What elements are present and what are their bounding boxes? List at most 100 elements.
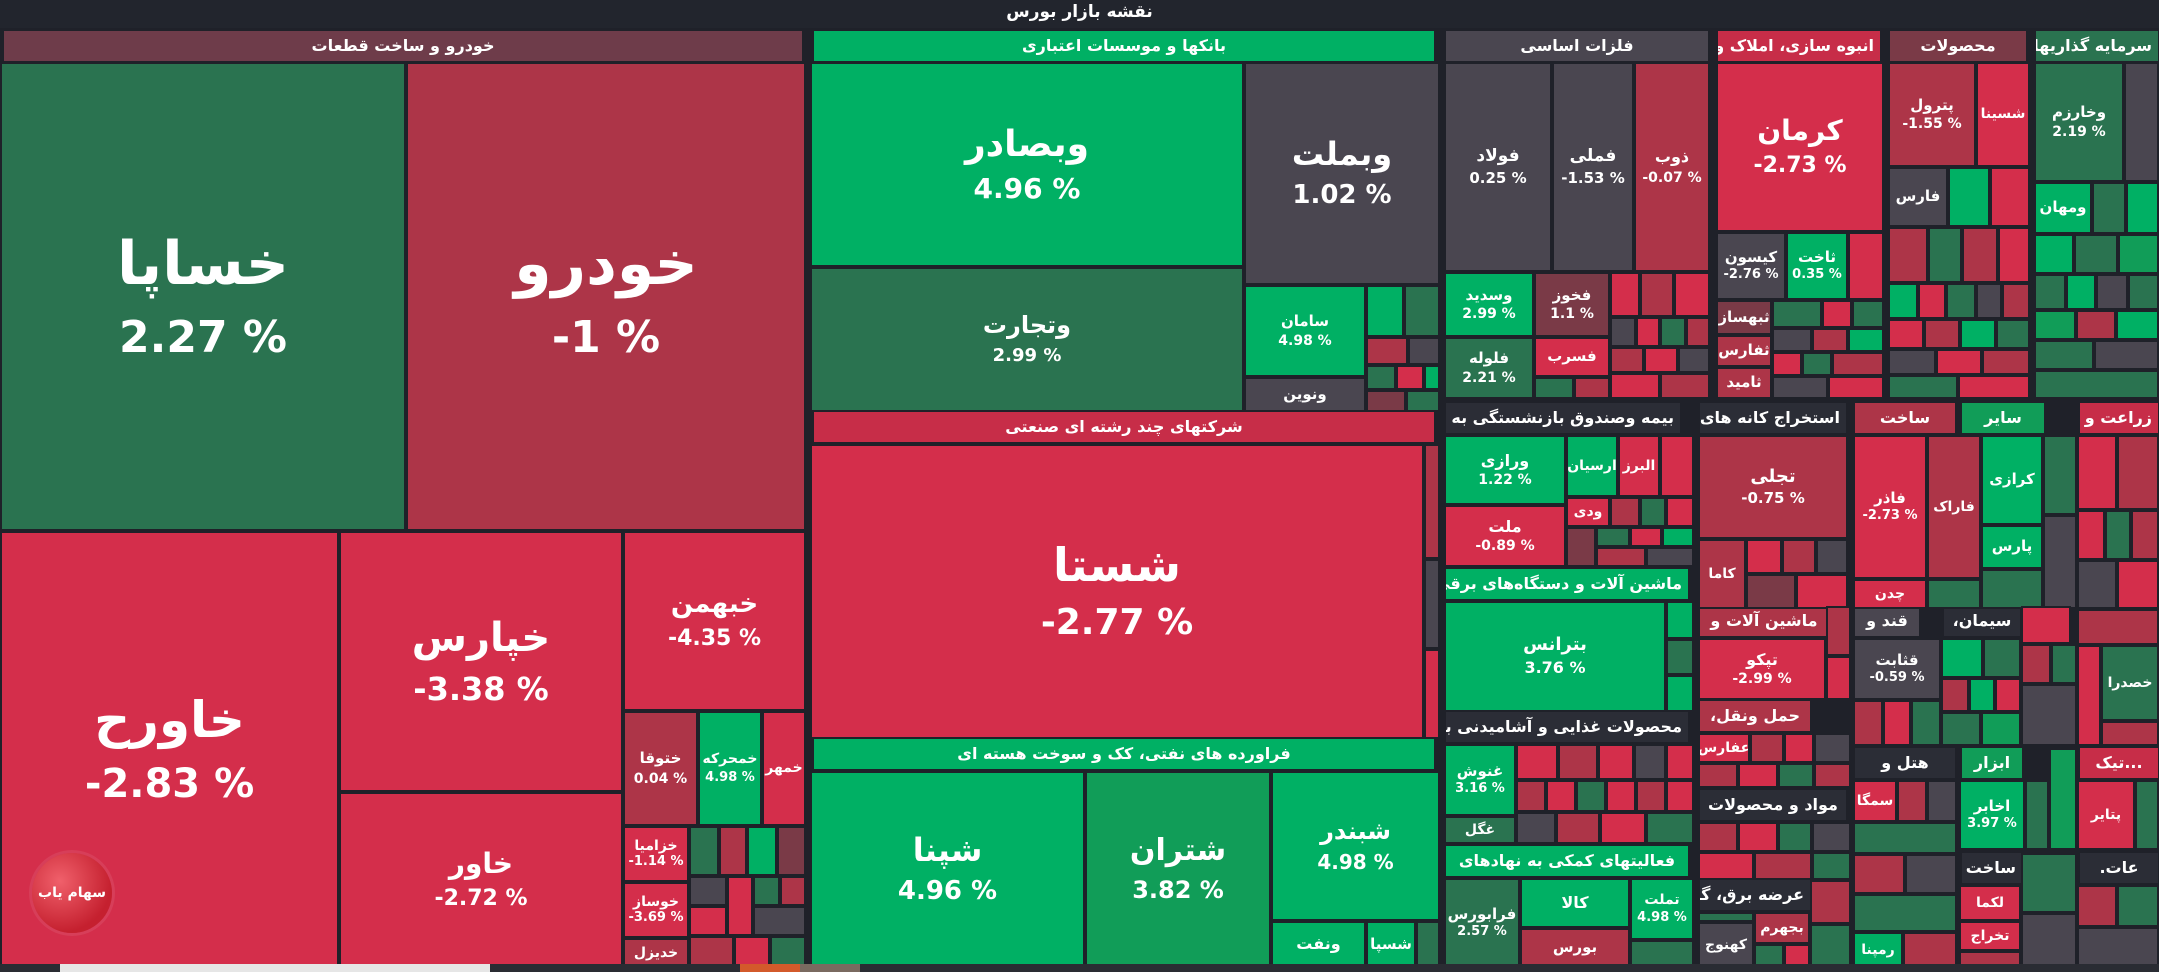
tile-shetran[interactable]: شتران 3.82 %	[1085, 771, 1271, 968]
small-tile[interactable]	[1960, 319, 1996, 349]
sector-title-metals[interactable]: فلزات اساسی	[1446, 31, 1708, 61]
small-tile[interactable]	[2066, 274, 2096, 310]
tile-farabourse[interactable]: فرابورس 2.57 %	[1444, 878, 1520, 968]
tile-ghsabet[interactable]: قثابت -0.59 %	[1853, 638, 1941, 700]
tile-khodro[interactable]: خودرو -1 %	[406, 62, 806, 531]
tile-samid[interactable]: ثامید	[1716, 367, 1772, 399]
small-tile[interactable]	[1996, 319, 2030, 349]
small-tile[interactable]	[2117, 435, 2159, 510]
small-tile[interactable]	[1566, 527, 1596, 567]
small-tile[interactable]	[2092, 182, 2126, 234]
small-tile[interactable]	[1662, 527, 1694, 547]
sector-title-mining[interactable]: استخراج کانه های	[1700, 403, 1846, 433]
tile-kerman[interactable]: کرمان -2.73 %	[1716, 62, 1884, 232]
small-tile[interactable]	[2021, 644, 2051, 684]
small-tile[interactable]	[2034, 310, 2076, 340]
small-tile[interactable]	[1778, 822, 1812, 852]
small-tile[interactable]	[1888, 349, 1936, 375]
small-tile[interactable]	[2034, 234, 2074, 274]
small-tile[interactable]	[1660, 317, 1686, 347]
tile-khsapa[interactable]: خساپا 2.27 %	[0, 62, 406, 531]
small-tile[interactable]	[1948, 167, 1990, 227]
small-tile[interactable]	[1796, 574, 1848, 609]
small-tile[interactable]	[1424, 365, 1440, 390]
sector-title-machinery[interactable]: ماشین آلات و	[1700, 606, 1828, 636]
small-tile[interactable]	[1606, 780, 1636, 812]
small-tile[interactable]	[1636, 780, 1666, 812]
small-tile[interactable]	[1812, 852, 1851, 880]
small-tile[interactable]	[1666, 744, 1694, 780]
tile-vnovin[interactable]: ونوین	[1244, 377, 1366, 412]
sector-title-conglomerates[interactable]: شرکتهای چند رشته ای صنعتی	[814, 412, 1434, 442]
small-tile[interactable]	[1772, 376, 1828, 399]
tile-vtejarat[interactable]: وتجارت 2.99 %	[810, 267, 1244, 412]
small-tile[interactable]	[2002, 283, 2030, 319]
small-tile[interactable]	[1784, 733, 1814, 763]
tile-vbmellat[interactable]: وبملت 1.02 %	[1244, 62, 1440, 285]
sector-title-other-2[interactable]: عات.	[2080, 853, 2158, 883]
small-tile[interactable]	[1976, 283, 2002, 319]
small-tile[interactable]	[1778, 763, 1814, 788]
small-tile[interactable]	[727, 876, 753, 936]
sector-title-sugar[interactable]: قند و	[1855, 606, 1919, 636]
tile-fars[interactable]: فارس	[1888, 167, 1948, 227]
tile-khpars[interactable]: خپارس -3.38 %	[339, 531, 623, 792]
small-tile[interactable]	[2076, 310, 2116, 340]
sector-title-electrical[interactable]: ماشین آلات و دستگاه‌های برقی	[1446, 569, 1688, 599]
sector-title-financial-aux[interactable]: فعالیتهای کمکی به نهادهای	[1446, 846, 1688, 876]
small-tile[interactable]	[1853, 822, 1957, 854]
tile-kahnooj[interactable]: کهنوج	[1698, 922, 1754, 968]
small-tile[interactable]	[2077, 560, 2117, 609]
tile-khzamia[interactable]: خزامیا -1.14 %	[623, 826, 689, 882]
small-tile[interactable]	[1534, 377, 1574, 399]
scrollbar-thumb[interactable]	[60, 964, 490, 972]
sector-title-construction[interactable]: انبوه سازی، املاک و	[1718, 31, 1880, 61]
small-tile[interactable]	[1556, 812, 1600, 844]
tile-lakma[interactable]: لکما	[1959, 885, 2021, 921]
small-tile[interactable]	[1941, 678, 1969, 712]
small-tile[interactable]	[1848, 328, 1884, 352]
small-tile[interactable]	[2034, 370, 2159, 399]
small-tile[interactable]	[1832, 352, 1884, 376]
small-tile[interactable]	[1738, 822, 1778, 852]
small-tile[interactable]	[1600, 812, 1646, 844]
horizontal-scrollbar[interactable]	[0, 964, 2159, 972]
tile-khavar[interactable]: خاور -2.72 %	[339, 792, 623, 968]
tile-shepna[interactable]: شپنا 4.96 %	[810, 771, 1085, 968]
small-tile[interactable]	[1888, 227, 1928, 283]
small-tile[interactable]	[1927, 780, 1957, 822]
small-tile[interactable]	[1883, 700, 1911, 746]
tile-vsadid[interactable]: وسدید 2.99 %	[1444, 272, 1534, 337]
small-tile[interactable]	[689, 826, 719, 876]
tile-tapko[interactable]: تپکو -2.99 %	[1698, 638, 1826, 700]
tile-rampna[interactable]: رمپنا	[1853, 932, 1903, 968]
small-tile[interactable]	[1995, 678, 2021, 712]
small-tile[interactable]	[2077, 645, 2101, 746]
small-tile[interactable]	[1666, 639, 1694, 675]
small-tile[interactable]	[1698, 852, 1754, 880]
sector-title-utilities[interactable]: عرضه برق، گاز،	[1700, 880, 1810, 910]
small-tile[interactable]	[719, 826, 747, 876]
small-tile[interactable]	[1610, 347, 1644, 373]
small-tile[interactable]	[1660, 373, 1710, 399]
tile-alborz[interactable]: البرز	[1618, 435, 1660, 497]
tile-sfars[interactable]: ثفارس	[1716, 335, 1772, 367]
small-tile[interactable]	[1644, 347, 1678, 373]
small-tile[interactable]	[1754, 852, 1812, 880]
small-tile[interactable]	[2096, 274, 2128, 310]
small-tile[interactable]	[1998, 227, 2030, 283]
small-tile[interactable]	[1406, 390, 1440, 412]
small-tile[interactable]	[2077, 885, 2117, 927]
small-tile[interactable]	[1822, 300, 1852, 328]
tile-fkhooz[interactable]: فخوز 1.1 %	[1534, 272, 1610, 337]
tile-saman[interactable]: سامان 4.98 %	[1244, 285, 1366, 377]
small-tile[interactable]	[1598, 744, 1634, 780]
small-tile[interactable]	[777, 826, 806, 876]
tile-kama[interactable]: کاما	[1698, 539, 1746, 609]
small-tile[interactable]	[2034, 340, 2094, 370]
tile-khsaz[interactable]: خوساز -3.69 %	[623, 882, 689, 938]
sector-title-auto[interactable]: خودرو و ساخت قطعات	[4, 31, 802, 61]
tile-shsina[interactable]: شسینا	[1976, 62, 2030, 167]
sector-title-build-2[interactable]: ساخت	[1962, 853, 2022, 883]
small-tile[interactable]	[2077, 510, 2105, 560]
